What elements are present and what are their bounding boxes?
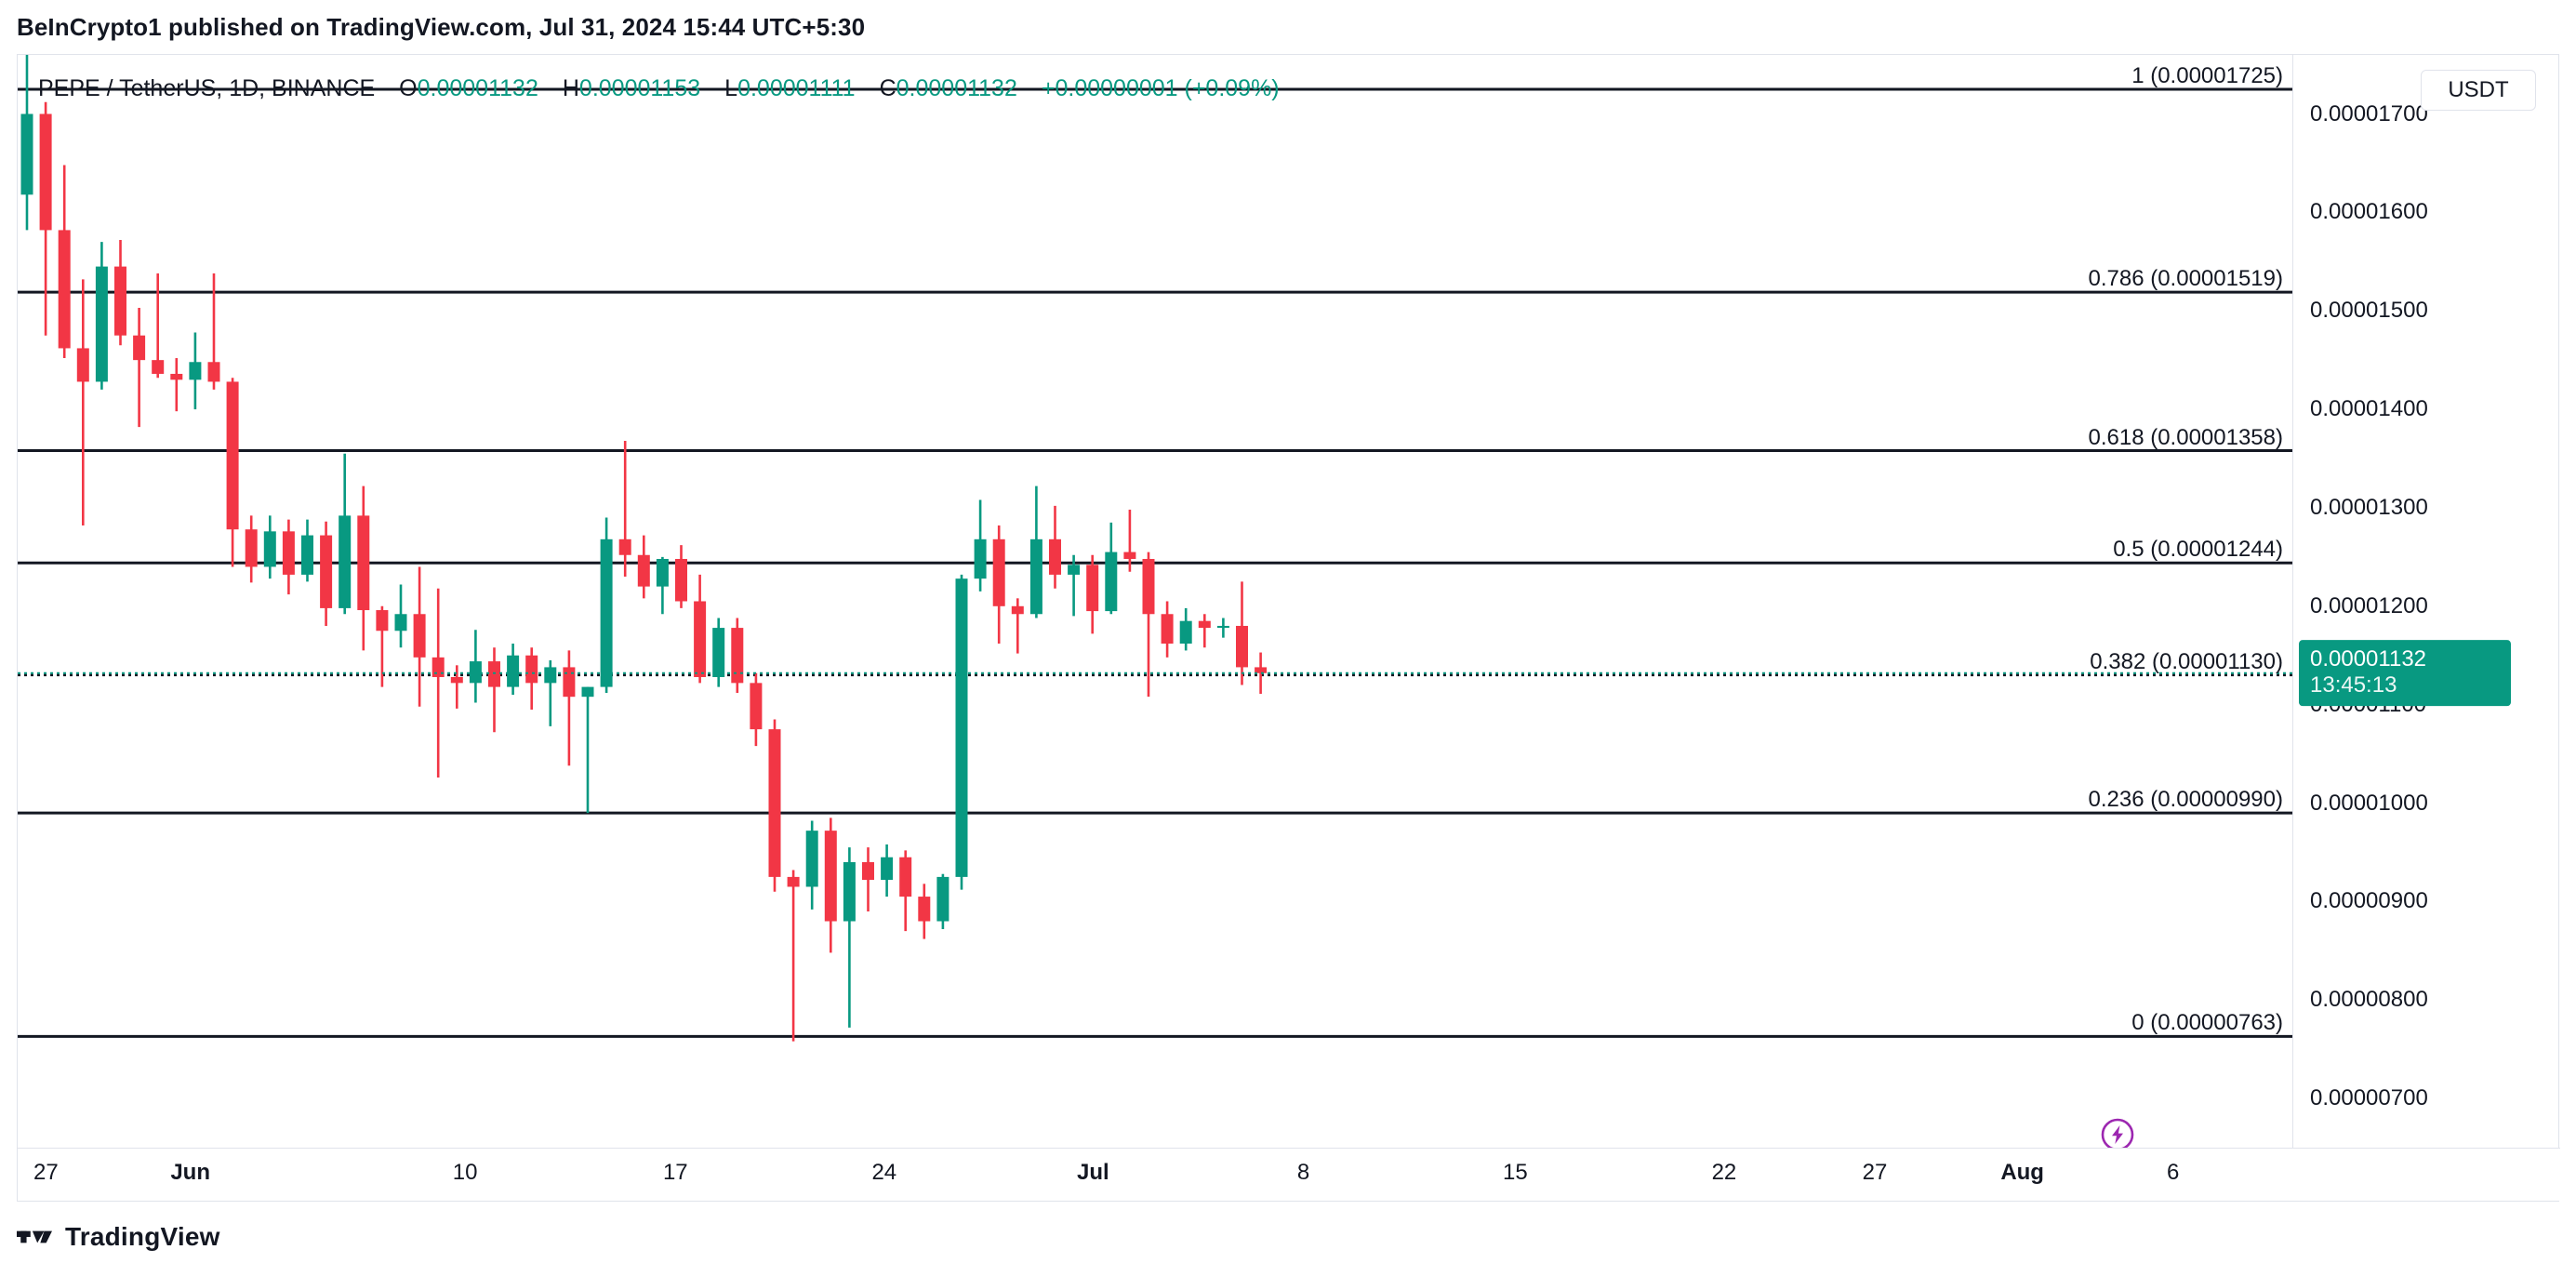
publisher-bar: BeInCrypto1 published on TradingView.com… — [0, 0, 2576, 54]
ohlc-close: C0.00001132 — [880, 75, 1017, 102]
current-price-value: 0.00001132 — [2310, 645, 2427, 671]
tradingview-footer: TradingView — [17, 1222, 220, 1252]
tradingview-logo-icon — [17, 1230, 52, 1243]
chart-frame: 1 (0.00001725) 0.786 (0.00001519) 0.618 (0… — [17, 54, 2560, 1202]
time-tick: 27 — [1862, 1160, 1888, 1185]
chart-legend: PEPE / TetherUS, 1D, BINANCE O0.00001132… — [38, 75, 1280, 102]
ohlc-open: O0.00001132 — [399, 75, 538, 102]
fib-level-label: 0.236 (0.00000990) — [2088, 787, 2283, 813]
ohlc-close-value: 0.00001132 — [896, 75, 1017, 101]
price-tick: 0.00001700 — [2310, 100, 2428, 126]
price-tick: 0.00000900 — [2310, 888, 2428, 914]
time-tick: Jul — [1076, 1160, 1109, 1185]
price-tick: 0.00001500 — [2310, 298, 2428, 324]
price-scale[interactable]: 0.00001700 0.00001600 0.00001500 0.00001400… — [2292, 55, 2558, 1148]
price-tick: 0.00000700 — [2310, 1085, 2428, 1111]
ohlc-high: H0.00001153 — [563, 75, 700, 102]
time-tick: 15 — [1503, 1160, 1528, 1185]
fib-level-label: 0.5 (0.00001244) — [2113, 537, 2283, 563]
time-tick: 22 — [1711, 1160, 1737, 1185]
candlestick-svg — [18, 55, 2292, 1042]
fib-level-label: 1 (0.00001725) — [2131, 63, 2283, 89]
time-tick: 6 — [2167, 1160, 2180, 1185]
ohlc-high-label: H — [562, 75, 579, 101]
time-tick: 8 — [1296, 1160, 1310, 1185]
ohlc-change: +0.00000001 (+0.09%) — [1041, 75, 1280, 101]
publisher-text: BeInCrypto1 published on TradingView.com… — [17, 12, 866, 41]
time-tick: 24 — [871, 1160, 897, 1185]
ohlc-group: O0.00001132 H0.00001153 L0.00001111 C0.0… — [399, 75, 1279, 102]
time-tick: 27 — [33, 1160, 59, 1185]
ohlc-high-value: 0.00001153 — [578, 75, 701, 101]
price-tick: 0.00001600 — [2310, 199, 2428, 225]
fib-level-label: 0.786 (0.00001519) — [2088, 266, 2283, 292]
time-tick: Jun — [170, 1160, 211, 1185]
price-tick: 0.00001000 — [2310, 790, 2428, 816]
time-scale[interactable]: 27 Jun 10 17 24 Jul 8 15 22 27 Aug 6 — [18, 1148, 2560, 1201]
price-tick: 0.00001200 — [2310, 592, 2428, 618]
current-price-badge: 0.00001132 13:45:13 — [2299, 639, 2511, 707]
ohlc-open-value: 0.00001132 — [417, 75, 538, 101]
ohlc-low: L0.00001111 — [724, 75, 855, 102]
fib-level-label: 0.618 (0.00001358) — [2088, 424, 2283, 450]
tradingview-wordmark: TradingView — [65, 1222, 220, 1251]
fib-level-label: 0.382 (0.00001130) — [2090, 648, 2283, 674]
chart-plot-area[interactable] — [18, 55, 2292, 1148]
price-tick: 0.00001300 — [2310, 494, 2428, 520]
currency-toggle-usdt[interactable]: USDT — [2421, 70, 2536, 111]
time-tick: Aug — [2000, 1160, 2044, 1185]
time-tick: 10 — [452, 1160, 478, 1185]
current-price-time: 13:45:13 — [2310, 671, 2397, 698]
time-tick: 17 — [662, 1160, 688, 1185]
symbol-title[interactable]: PEPE / TetherUS, 1D, BINANCE — [38, 75, 376, 101]
price-tick: 0.00001400 — [2310, 396, 2428, 422]
fib-level-label: 0 (0.00000763) — [2131, 1010, 2283, 1036]
ohlc-open-label: O — [399, 75, 418, 101]
ohlc-close-label: C — [879, 75, 896, 101]
ohlc-low-value: 0.00001111 — [737, 75, 856, 101]
ohlc-low-label: L — [724, 75, 738, 101]
price-tick: 0.00000800 — [2310, 987, 2428, 1013]
